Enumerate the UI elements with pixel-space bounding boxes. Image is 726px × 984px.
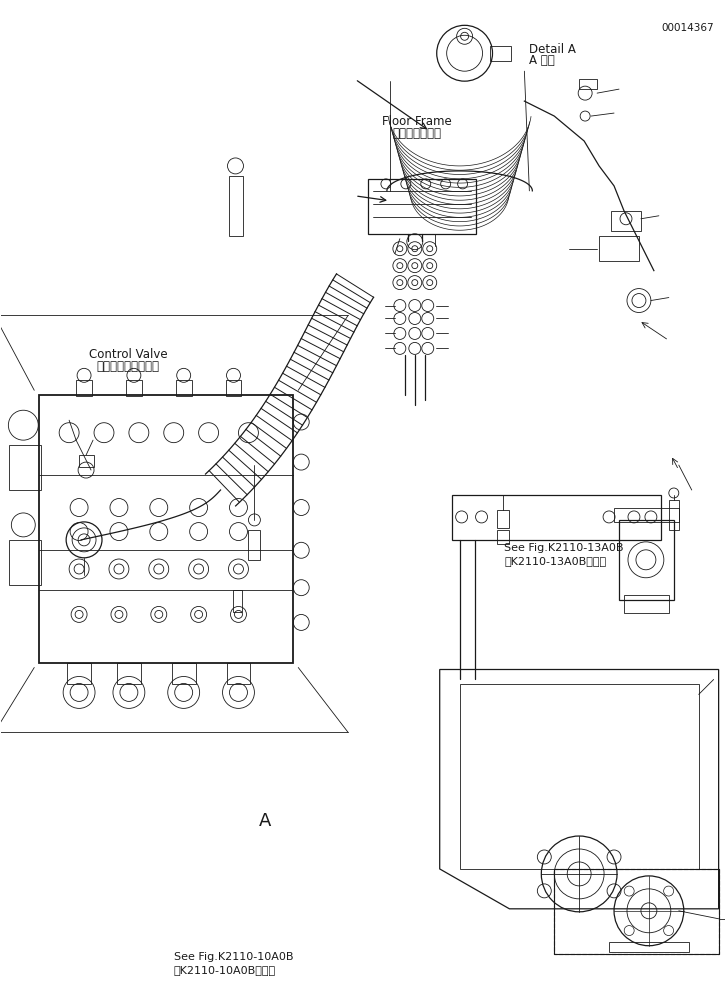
- Bar: [609, 942, 689, 952]
- Text: 第K2110-13A0B図参照: 第K2110-13A0B図参照: [504, 556, 606, 566]
- Text: A: A: [259, 812, 272, 830]
- Bar: [9, 445, 41, 490]
- Bar: [669, 500, 679, 530]
- Bar: [67, 662, 91, 685]
- Bar: [497, 510, 510, 527]
- Text: フロアフレーム: フロアフレーム: [393, 127, 441, 140]
- Text: 第K2110-10A0B図参照: 第K2110-10A0B図参照: [174, 965, 276, 975]
- Bar: [554, 869, 719, 953]
- Text: A 詳細: A 詳細: [529, 54, 555, 67]
- Bar: [76, 381, 92, 397]
- Bar: [79, 456, 94, 467]
- Text: Floor Frame: Floor Frame: [383, 115, 452, 128]
- Bar: [614, 508, 679, 522]
- Text: See Fig.K2110-13A0B: See Fig.K2110-13A0B: [504, 543, 624, 553]
- Bar: [624, 594, 669, 613]
- Bar: [554, 869, 719, 953]
- Bar: [9, 540, 41, 584]
- Bar: [172, 662, 195, 685]
- Bar: [497, 530, 510, 544]
- Bar: [452, 495, 661, 540]
- Bar: [226, 381, 242, 397]
- Bar: [176, 381, 192, 397]
- Text: Control Valve: Control Valve: [89, 347, 167, 361]
- Bar: [579, 79, 597, 90]
- Bar: [489, 46, 511, 61]
- Bar: [227, 662, 250, 685]
- Text: コントロールバルブ: コントロールバルブ: [97, 359, 160, 373]
- Text: Detail A: Detail A: [529, 42, 576, 56]
- Bar: [117, 662, 141, 685]
- Bar: [611, 211, 641, 230]
- Text: See Fig.K2110-10A0B: See Fig.K2110-10A0B: [174, 953, 293, 962]
- Bar: [460, 685, 698, 869]
- Bar: [126, 381, 142, 397]
- Bar: [248, 530, 261, 560]
- Bar: [368, 179, 476, 234]
- Bar: [232, 589, 242, 612]
- Bar: [39, 396, 293, 662]
- Bar: [229, 176, 243, 236]
- Bar: [599, 236, 639, 261]
- Text: 00014367: 00014367: [661, 23, 714, 33]
- Bar: [619, 520, 674, 599]
